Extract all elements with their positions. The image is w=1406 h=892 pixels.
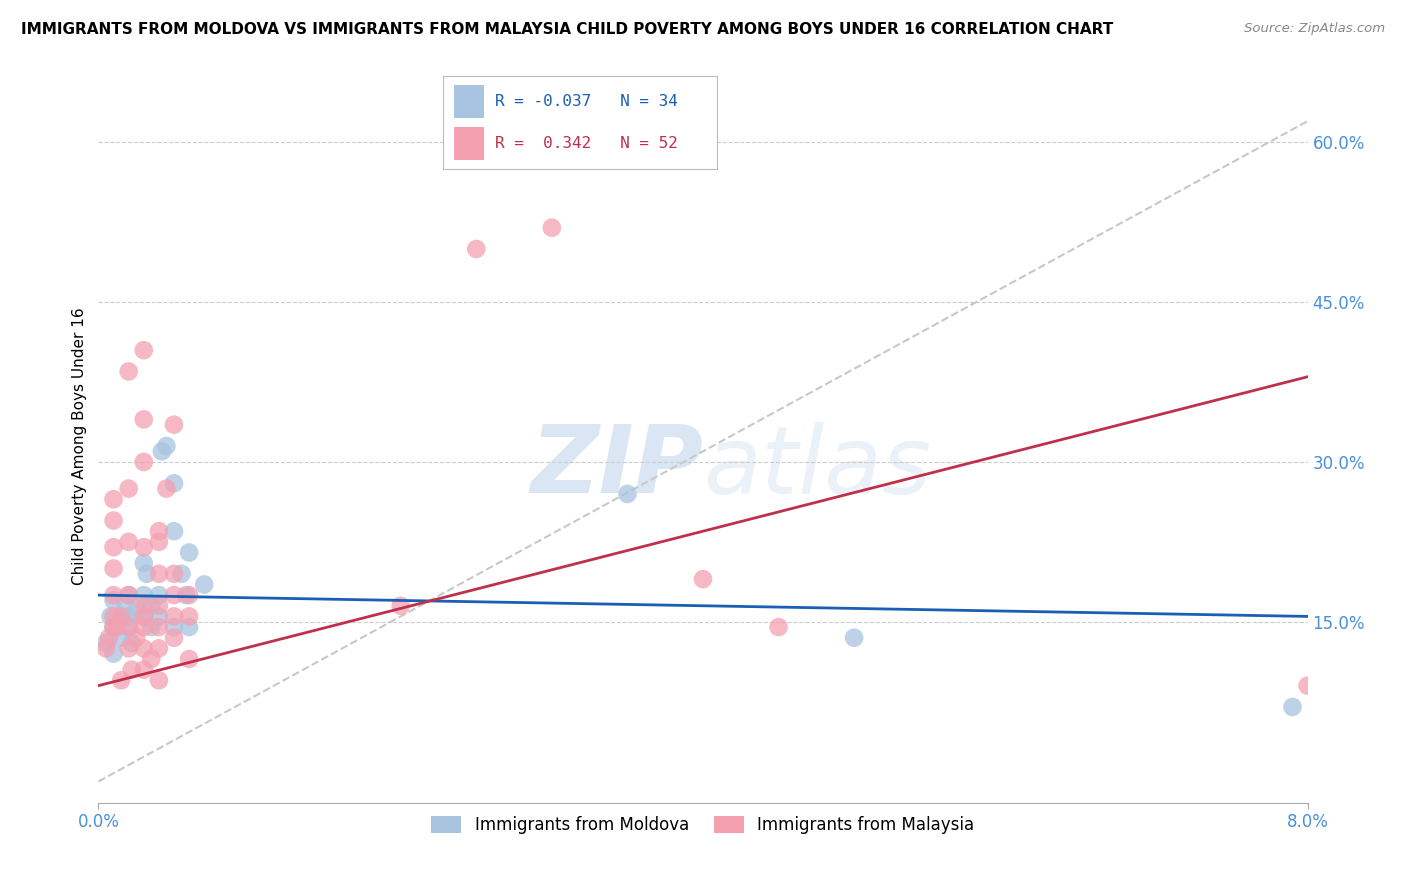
Point (179, 609, 201, 624)
Point (616, 487, 638, 501)
Text: R =  0.342   N = 52: R = 0.342 N = 52 (495, 136, 678, 152)
Point (103, 540, 125, 554)
Point (170, 566, 193, 581)
Point (692, 572, 714, 586)
Bar (454, 85, 484, 118)
Text: R = -0.037   N = 34: R = -0.037 N = 34 (495, 94, 678, 109)
Point (103, 620, 125, 634)
Point (174, 588, 197, 602)
Y-axis label: Child Poverty Among Boys Under 16: Child Poverty Among Boys Under 16 (72, 307, 87, 585)
Point (132, 641, 155, 656)
Point (103, 647, 125, 661)
Point (141, 652, 163, 666)
Point (125, 631, 148, 645)
Point (768, 620, 790, 634)
Point (179, 545, 201, 559)
Point (465, 242, 488, 256)
Point (132, 609, 155, 624)
Point (148, 524, 170, 539)
Point (103, 492, 125, 507)
Point (132, 455, 155, 469)
Point (389, 599, 412, 613)
Point (163, 476, 186, 491)
Point (148, 673, 170, 688)
Point (141, 599, 163, 613)
Point (118, 620, 141, 634)
Point (179, 620, 201, 634)
Point (94, 641, 117, 656)
Point (125, 604, 148, 618)
Text: IMMIGRANTS FROM MOLDOVA VS IMMIGRANTS FROM MALAYSIA CHILD POVERTY AMONG BOYS UND: IMMIGRANTS FROM MOLDOVA VS IMMIGRANTS FR… (21, 22, 1114, 37)
Point (1281, 700, 1303, 714)
Point (148, 534, 170, 549)
Text: ZIP: ZIP (530, 421, 703, 514)
Point (193, 577, 215, 591)
Point (94, 636, 117, 650)
Text: atlas: atlas (703, 422, 931, 513)
Point (103, 514, 125, 528)
Point (163, 524, 186, 539)
Point (132, 599, 155, 613)
Point (155, 482, 177, 496)
Point (844, 631, 866, 645)
Point (103, 588, 125, 602)
Point (148, 609, 170, 624)
Point (148, 620, 170, 634)
Point (179, 652, 201, 666)
Point (118, 534, 141, 549)
Point (148, 566, 170, 581)
Point (150, 444, 173, 458)
Point (105, 620, 128, 634)
Point (118, 588, 141, 602)
Point (110, 673, 132, 688)
Point (132, 588, 155, 602)
Point (155, 439, 177, 453)
Point (132, 663, 155, 677)
Point (163, 417, 186, 432)
Point (121, 663, 143, 677)
Point (132, 540, 155, 554)
Point (118, 620, 141, 634)
Point (103, 609, 125, 624)
Point (163, 588, 186, 602)
Point (540, 220, 562, 235)
Point (110, 609, 132, 624)
Point (179, 588, 201, 602)
Point (118, 364, 141, 378)
Point (132, 412, 155, 426)
Point (163, 620, 186, 634)
Point (135, 566, 157, 581)
Point (110, 631, 132, 645)
Point (118, 482, 141, 496)
Point (163, 566, 186, 581)
Point (148, 599, 170, 613)
Point (1296, 679, 1319, 693)
Point (148, 641, 170, 656)
Point (148, 588, 170, 602)
Text: Source: ZipAtlas.com: Source: ZipAtlas.com (1244, 22, 1385, 36)
Point (114, 599, 136, 613)
Point (132, 343, 155, 358)
Point (132, 620, 155, 634)
Point (103, 620, 125, 634)
Point (103, 593, 125, 607)
Point (163, 631, 186, 645)
Point (141, 620, 163, 634)
Point (118, 588, 141, 602)
Point (100, 609, 122, 624)
Point (163, 609, 186, 624)
Point (132, 609, 155, 624)
Point (121, 636, 143, 650)
Point (118, 641, 141, 656)
Point (132, 556, 155, 570)
Point (98, 631, 121, 645)
Point (103, 561, 125, 575)
Legend: Immigrants from Moldova, Immigrants from Malaysia: Immigrants from Moldova, Immigrants from… (425, 809, 981, 841)
Point (118, 609, 141, 624)
Point (110, 609, 132, 624)
Bar (454, 128, 484, 160)
